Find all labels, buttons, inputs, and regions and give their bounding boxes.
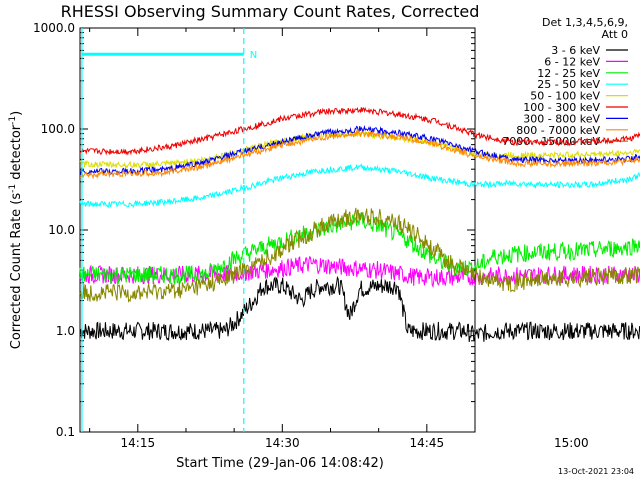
legend-label: 50 - 100 keV (530, 90, 600, 103)
x-axis-label: Start Time (29-Jan-06 14:08:42) (176, 456, 384, 471)
series-line-7 (79, 129, 640, 180)
legend-label: 300 - 800 keV (523, 112, 600, 125)
plot-frame (79, 27, 476, 433)
y-axis-label-part3: ) (9, 111, 24, 116)
legend-label: 3 - 6 keV (551, 44, 600, 57)
series-line-5 (79, 106, 640, 156)
x-tick-label: 15:00 (554, 436, 589, 450)
legend-header-1: Det 1,3,4,5,6,9, (542, 16, 628, 29)
x-tick-label: 14:15 (121, 436, 156, 450)
x-tick-label: 14:30 (265, 436, 300, 450)
series-line-0 (79, 275, 640, 342)
series-line-8 (79, 207, 640, 304)
y-tick-label: 1.0 (56, 324, 75, 338)
legend-label: 100 - 300 keV (523, 101, 600, 114)
chart-title: RHESSI Observing Summary Count Rates, Co… (61, 2, 480, 21)
y-axis-label: Corrected Count Rate (s-1 detector-1) (8, 111, 24, 349)
legend-label: 800 - 7000 keV (516, 124, 600, 137)
y-tick-label: 100.0 (41, 122, 75, 136)
night-label: N (250, 50, 257, 61)
y-axis-ticks: 0.1 1.0 10.0 100.0 1000.0 (33, 21, 475, 439)
y-axis-label-sup1: -1 (8, 184, 18, 193)
legend-label: 12 - 25 keV (537, 67, 600, 80)
y-tick-label: 1000.0 (33, 21, 75, 35)
y-axis-label-sup2: -1 (8, 116, 18, 125)
series-line-3 (79, 163, 640, 209)
series-line-4 (79, 129, 640, 169)
night-saa-markers: NS (81, 28, 257, 432)
y-tick-label: 0.1 (56, 425, 75, 439)
legend-header-2: Att 0 (602, 28, 628, 41)
y-axis-label-part2: detector (9, 124, 24, 184)
timestamp: 13-Oct-2021 23:04 (558, 467, 634, 476)
series-line-1 (79, 255, 640, 288)
plot-area (79, 27, 476, 433)
series-layer (79, 106, 640, 342)
legend-label: 7000 - 15000 keV (502, 135, 600, 148)
x-tick-label: 14:45 (410, 436, 445, 450)
legend-label: 25 - 50 keV (537, 78, 600, 91)
legend-label: 6 - 12 keV (544, 55, 600, 68)
y-axis-label-part1: Corrected Count Rate (s (9, 193, 24, 350)
y-tick-label: 10.0 (48, 223, 75, 237)
series-line-6 (79, 124, 640, 176)
